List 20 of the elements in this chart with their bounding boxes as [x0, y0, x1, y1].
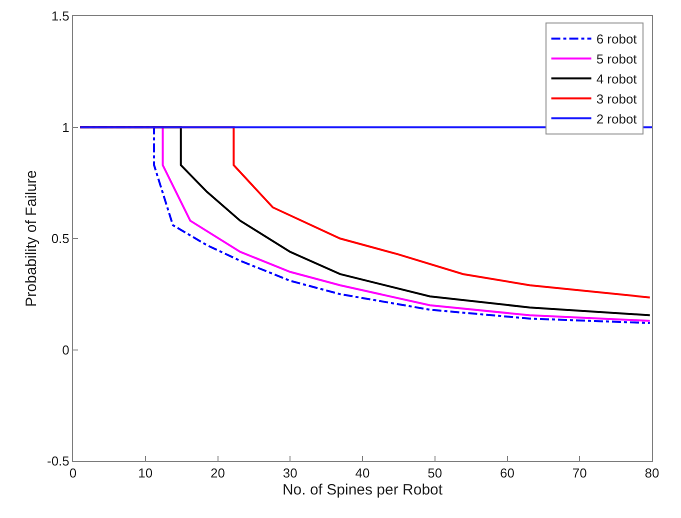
y-tick-label: 1.5	[51, 8, 70, 24]
legend-label: 4 robot	[596, 71, 638, 86]
x-tick-label: 80	[644, 466, 660, 481]
y-tick-label: -0.5	[46, 454, 70, 469]
legend-label: 5 robot	[596, 52, 638, 67]
legend-label: 6 robot	[596, 32, 638, 47]
x-tick-label: 50	[428, 466, 442, 481]
x-tick-label: 70	[572, 466, 587, 481]
x-tick-label: 60	[500, 466, 514, 481]
x-axis-title: No. of Spines per Robot	[282, 482, 444, 499]
y-axis-title: Probability of Failure	[23, 170, 40, 307]
x-tick-label: 20	[210, 466, 225, 481]
y-tick-label: 0.5	[51, 231, 70, 246]
legend-label: 2 robot	[596, 111, 638, 126]
x-tick-label: 30	[282, 466, 298, 481]
x-tick-label: 40	[355, 466, 370, 481]
y-tick-label: 1	[62, 120, 70, 135]
x-tick-label: 10	[138, 466, 153, 481]
y-tick-label: 0	[62, 342, 70, 358]
legend-label: 3 robot	[596, 91, 638, 106]
